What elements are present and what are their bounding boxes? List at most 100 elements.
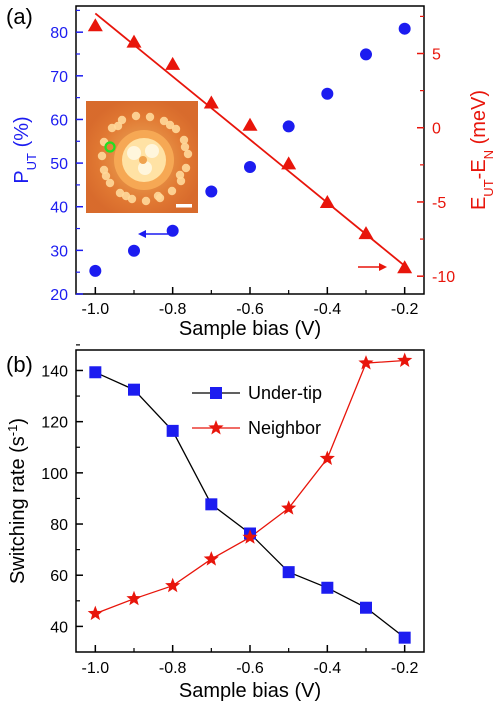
- panel-b-neighbor-point: [203, 551, 219, 566]
- panel-b-neighbor-point: [397, 352, 413, 367]
- panel-b-xtick-label: -0.6: [236, 660, 264, 677]
- inset-texture-dot: [153, 191, 163, 201]
- panel-a-energy-point: [87, 18, 103, 32]
- panel-b-undertip-point: [166, 424, 179, 437]
- panel-a-energy-point: [165, 56, 181, 70]
- panel-a-xtick-label: -0.4: [314, 301, 342, 318]
- panel-a-xtick-label: -0.2: [391, 301, 419, 318]
- panel-a-xlabel: Sample bias (V): [179, 318, 321, 340]
- panel-b-undertip-point: [321, 581, 334, 594]
- panel-a-label: (a): [6, 4, 33, 29]
- panel-a-left-tick-label: 60: [50, 112, 68, 129]
- panel-b-undertip-point: [205, 498, 218, 511]
- panel-b-undertip-point: [128, 383, 140, 396]
- inset-texture-dot: [183, 149, 193, 159]
- inset-texture-dot: [159, 116, 169, 126]
- panel-a-left-tick-label: 30: [50, 243, 68, 260]
- panel-a-percent-point: [321, 87, 334, 100]
- panel-a-energy-point: [126, 34, 142, 48]
- scale-bar: [176, 204, 192, 208]
- panel-b-neighbor-point: [126, 590, 142, 606]
- inset-texture-dot: [105, 178, 115, 188]
- panel-a-left-tick-label: 50: [50, 156, 68, 173]
- panel-b-xtick-label: -1.0: [82, 660, 110, 677]
- panel-a-energy-point: [242, 117, 258, 131]
- panel-a-percent-point: [398, 22, 411, 35]
- panel-b-neighbor-point: [319, 450, 335, 465]
- panel-a-right-ylabel: EUT-EN (meV): [468, 90, 496, 210]
- panel-b-undertip-point: [89, 366, 102, 379]
- panel-b-ytick-label: 100: [41, 466, 68, 483]
- inset-texture-dot: [167, 186, 177, 196]
- inset-texture-dot: [117, 115, 127, 125]
- green-marker-circle: [104, 141, 116, 153]
- panel-b-ylabel: Switching rate (s-1): [5, 418, 30, 584]
- panel-b-label: (b): [6, 352, 33, 377]
- inset-texture-dot: [145, 112, 155, 122]
- panel-b-ytick-label: 120: [41, 415, 68, 432]
- panel-b-undertip-point: [282, 566, 295, 579]
- panel-a-right-tick-label: -5: [432, 195, 446, 212]
- legend-star-marker: [208, 420, 224, 435]
- panel-b-ytick-label: 80: [50, 517, 68, 534]
- panel-b-undertip-point: [398, 631, 411, 644]
- panel-a-percent-point: [282, 120, 295, 133]
- panel-b-ytick-label: 60: [50, 568, 68, 585]
- panel-a-energy-point: [281, 156, 297, 170]
- panel-a-left-ylabel: PUT (%): [11, 116, 39, 183]
- panel-b-neighbor-point: [281, 500, 297, 515]
- left-axis-arrow: [138, 230, 168, 238]
- inset-texture-dot: [180, 142, 190, 152]
- legend-square-marker: [210, 387, 222, 399]
- panel-b-chart: -1.0 -0.8 -0.6 -0.4 -0.2 40 60 80 100 120 140 Sam…: [5, 344, 425, 702]
- panel-b-neighbor-point: [358, 355, 374, 370]
- panel-b-legend: Under-tip Neighbor: [192, 383, 322, 438]
- panel-a-percent-point: [166, 224, 179, 237]
- inset-texture-dot: [165, 120, 175, 130]
- right-axis-arrow: [358, 263, 387, 271]
- panel-b-undertip-point: [360, 601, 372, 614]
- panel-a-percent-point: [128, 244, 140, 257]
- inset-texture-dot: [113, 121, 123, 131]
- panel-a-left-tick-label: 70: [50, 69, 68, 86]
- panel-a-xtick-label: -1.0: [82, 301, 110, 318]
- inset-texture-dot: [131, 111, 141, 121]
- panel-a-left-tick-label: 20: [50, 287, 68, 304]
- panel-b-xtick-label: -0.2: [391, 660, 419, 677]
- panel-a-fit-line: [94, 12, 406, 267]
- panel-a-energy-point: [203, 95, 219, 109]
- legend-label: Under-tip: [248, 383, 322, 403]
- inset-texture-dot: [97, 151, 107, 161]
- panel-a-percent-point: [89, 264, 102, 277]
- panel-b-neighbor-point: [242, 529, 258, 544]
- panel-b-neighbor-point: [87, 605, 103, 621]
- panel-b-xlabel: Sample bias (V): [179, 680, 321, 702]
- panel-a-xtick-label: -0.8: [159, 301, 187, 318]
- panel-b-neighbor-point: [165, 577, 181, 593]
- panel-b-ytick-label: 140: [41, 363, 68, 380]
- inset-texture-dot: [179, 135, 189, 145]
- inset-texture-dot: [181, 163, 191, 173]
- panel-a-percent-point: [360, 48, 372, 61]
- panel-b-ytick-label: 40: [50, 619, 68, 636]
- panel-b-xtick-label: -0.8: [159, 660, 187, 677]
- panel-a-left-tick-label: 80: [50, 25, 68, 42]
- inset-texture-dot: [175, 170, 185, 180]
- panel-b-xtick-label: -0.4: [314, 660, 342, 677]
- legend-label: Neighbor: [248, 418, 321, 438]
- panel-a-energy-point: [397, 260, 413, 274]
- panel-a-xtick-label: -0.6: [236, 301, 264, 318]
- panel-a-left-tick-label: 40: [50, 200, 68, 217]
- stm-image-inset: [86, 101, 198, 213]
- inset-texture-dot: [121, 191, 131, 201]
- panel-a-right-tick-label: 5: [432, 47, 441, 64]
- inset-texture-dot: [101, 171, 111, 181]
- panel-a-right-tick-label: -10: [432, 269, 455, 286]
- panel-a-energy-point: [319, 194, 335, 208]
- panel-a-energy-point: [358, 226, 374, 240]
- panel-a-right-tick-label: 0: [432, 121, 441, 138]
- inset-texture-dot: [141, 196, 151, 206]
- inset-texture-dot: [171, 124, 181, 134]
